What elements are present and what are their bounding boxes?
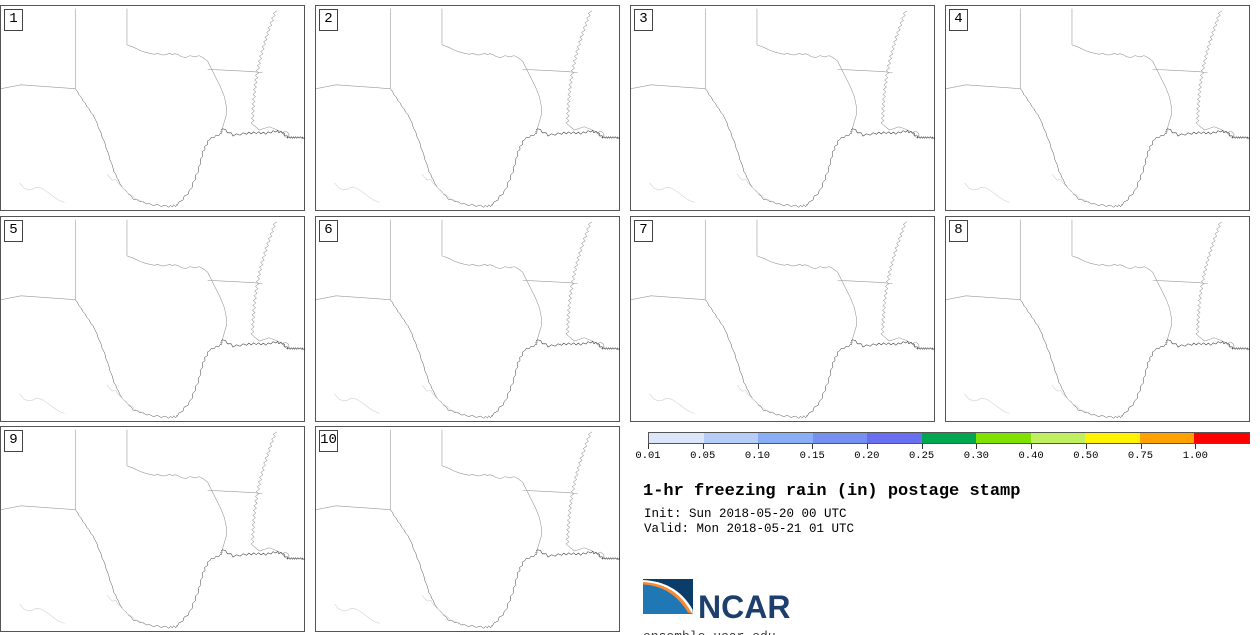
svg-text:NCAR: NCAR: [698, 589, 790, 623]
